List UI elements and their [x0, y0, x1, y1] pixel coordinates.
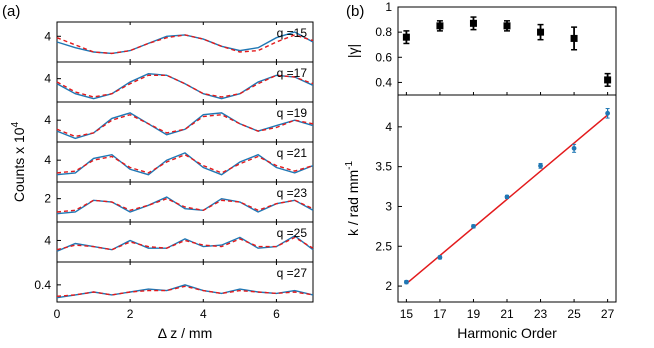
subplot-4: 2 q =23: [44, 181, 314, 223]
subplot-frame: [56, 221, 314, 263]
y-axis-label: Counts x 104: [10, 121, 27, 202]
x-tick-label: 4: [200, 307, 207, 321]
subplot-frame: [56, 181, 314, 223]
panel-b-wavevector-plot: 2 2.5 3 3.5 4 15 17 19 21 23 25 27 Harmonic Order k /…: [344, 94, 617, 341]
y-tick-label: 4: [44, 72, 51, 86]
fit-line: [56, 74, 314, 98]
data-point: [436, 22, 444, 30]
data-point: [469, 19, 477, 27]
x-axis-label: Harmonic Order: [457, 325, 557, 341]
subplot-5: 4 q =25: [44, 221, 314, 263]
data-point: [571, 145, 577, 151]
y-tick-label: 4: [44, 153, 51, 167]
y-axis-exponent: -1: [344, 161, 355, 170]
y-tick-label: 4: [44, 113, 51, 127]
y-tick-label: 2: [44, 192, 51, 206]
fit-line: [56, 34, 314, 55]
measured-line: [56, 112, 314, 140]
data-point: [503, 22, 511, 30]
y-tick-label: 2.5: [375, 239, 392, 253]
y-tick-label: 0.6: [375, 50, 392, 64]
harmonic-label: q =19: [277, 106, 308, 120]
x-tick-label: 15: [400, 307, 414, 321]
data-point: [504, 194, 510, 200]
x-tick-label: 0: [54, 307, 61, 321]
harmonic-label: q =25: [277, 226, 308, 240]
harmonic-label: q =27: [277, 266, 308, 280]
data-point: [402, 33, 410, 41]
harmonic-label: q =17: [277, 66, 308, 80]
harmonic-label: q =21: [277, 146, 308, 160]
data-point: [403, 279, 409, 285]
x-tick-label: 25: [567, 307, 581, 321]
y-tick-label: 0.4: [34, 278, 51, 292]
panel-label-a: (a): [2, 3, 20, 20]
data-point: [537, 28, 545, 36]
measured-line: [56, 152, 314, 176]
y-tick-label: 3.5: [375, 160, 392, 174]
data-point: [570, 34, 578, 42]
harmonic-label: q =23: [277, 186, 308, 200]
fit-line: [56, 197, 314, 213]
subplot-6: 0.4 q =27: [34, 261, 314, 303]
y-tick-label: 2: [385, 279, 392, 293]
subplot-frame: [56, 261, 314, 303]
x-tick-label: 2: [127, 307, 134, 321]
y-tick-label: 3: [385, 199, 392, 213]
panel-a: 4 q =15 4 q =17 4 q =19 4 q =21 2 q =23 4 q =25 0.4 q…: [10, 21, 314, 341]
subplot-frame: [56, 61, 314, 103]
y-tick-label: 4: [44, 233, 51, 247]
x-tick-label: 19: [467, 307, 481, 321]
subplot-1: 4 q =17: [44, 61, 314, 103]
fit-line: [56, 153, 314, 174]
measured-line: [56, 196, 314, 215]
x-axis-label: Δ z / mm: [158, 325, 212, 341]
measured-line: [56, 234, 314, 252]
data-point: [604, 76, 612, 84]
x-tick-label: 27: [601, 307, 615, 321]
subplot-0: 4 q =15: [44, 21, 314, 63]
data-point: [437, 255, 443, 260]
fit-line: [56, 285, 314, 297]
fit-line: [56, 113, 314, 138]
data-point: [538, 163, 543, 169]
panel-label-b: (b): [346, 3, 364, 20]
x-tick-label: 21: [500, 307, 514, 321]
data-point: [471, 223, 476, 229]
subplot-2: 4 q =19: [44, 101, 314, 143]
subplot-3: 4 q =21: [44, 141, 314, 183]
y-tick-label: 4: [44, 29, 51, 43]
x-tick-label: 23: [534, 307, 548, 321]
x-tick-label: 17: [433, 307, 447, 321]
data-point: [605, 110, 611, 116]
panel-b-coherence-plot: 0.4 0.6 0.8 1 |γ|: [345, 0, 617, 96]
y-axis-label: |γ|: [345, 44, 361, 58]
subplot-frame: [56, 21, 314, 63]
x-tick-label: 6: [273, 307, 280, 321]
y-axis-exponent: 4: [10, 121, 21, 127]
y-tick-label: 4: [385, 120, 392, 134]
measured-line: [56, 72, 314, 100]
subplot-frame: [56, 141, 314, 183]
subplot-frame: [56, 101, 314, 143]
fit-line: [56, 236, 314, 251]
y-tick-label: 1: [385, 0, 392, 14]
y-axis-label: k / rad mm-1: [344, 161, 361, 236]
y-tick-label: 0.8: [375, 25, 392, 39]
harmonic-label: q =15: [277, 26, 308, 40]
y-tick-label: 0.4: [375, 75, 392, 89]
